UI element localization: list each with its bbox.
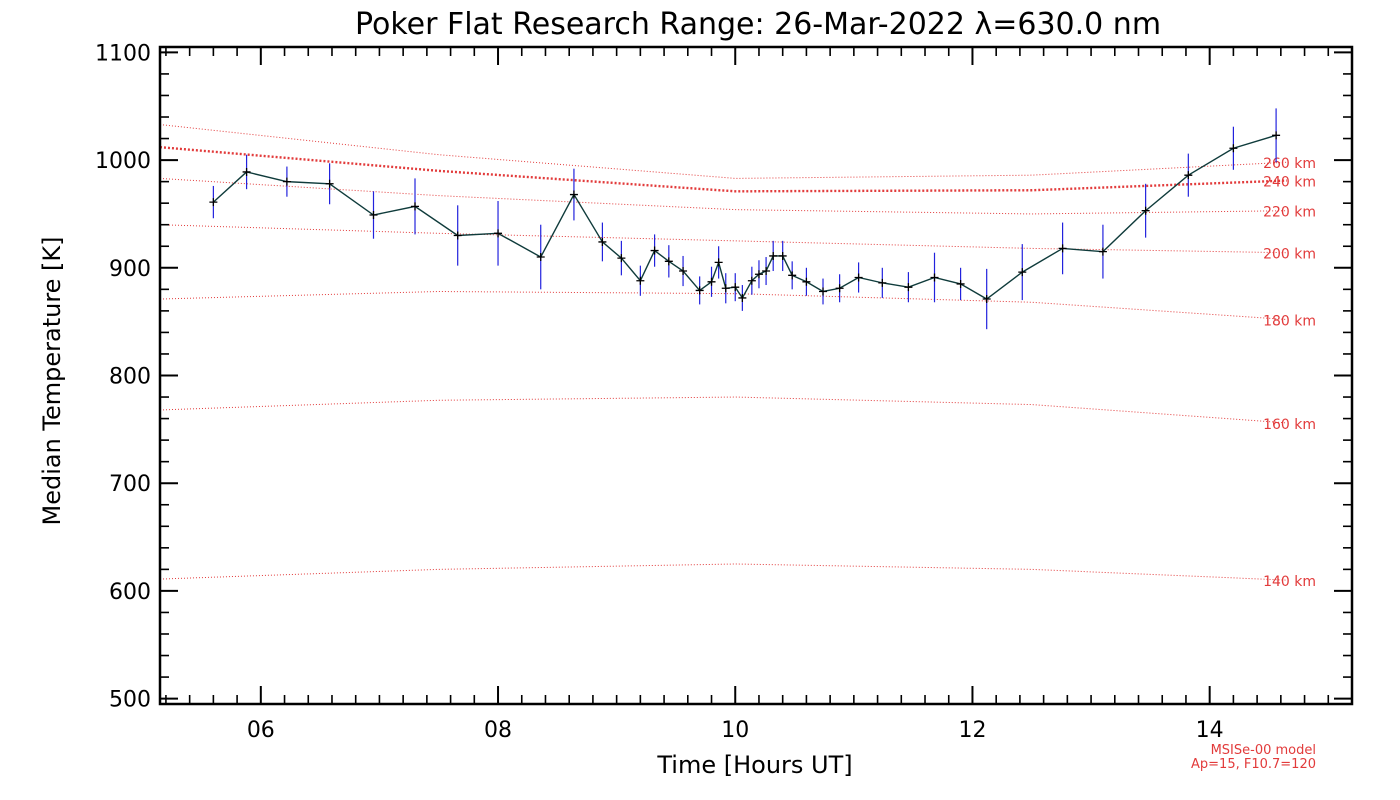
data-point (1229, 144, 1238, 153)
data-point (819, 287, 828, 296)
x-tick-label: 12 (958, 718, 986, 743)
data-point (325, 179, 334, 188)
data-point (707, 277, 716, 286)
chart-title: Poker Flat Research Range: 26-Mar-2022 λ… (355, 7, 1161, 42)
x-tick-label: 14 (1196, 718, 1224, 743)
y-tick-label: 600 (109, 580, 151, 605)
data-point (854, 273, 863, 282)
model-curve-160-km (159, 396, 1287, 424)
y-tick-label: 800 (109, 365, 151, 390)
y-tick-label: 700 (109, 472, 151, 497)
data-point (494, 229, 503, 238)
model-curve-180-km (159, 290, 1287, 320)
model-footnote-line-1: MSISe-00 model (1211, 743, 1316, 758)
x-axis-title: Time [Hours UT] (656, 751, 852, 779)
data-point (1272, 131, 1281, 140)
model-curve-220-km (159, 177, 1287, 215)
data-point (1184, 171, 1193, 180)
x-tick-label: 06 (247, 718, 275, 743)
x-tick-label: 10 (721, 718, 749, 743)
data-point (453, 231, 462, 240)
plot-frame (158, 45, 1354, 706)
data-point (982, 295, 991, 304)
y-tick-label: 500 (109, 688, 151, 713)
data-point (1141, 206, 1150, 215)
data-point (762, 267, 771, 276)
data-point (1018, 268, 1027, 277)
data-point (788, 271, 797, 280)
x-tick-label: 08 (484, 718, 512, 743)
data-point (769, 251, 778, 260)
data-point (209, 198, 218, 207)
data-point (878, 278, 887, 287)
data-point (904, 283, 913, 292)
y-tick-label: 1100 (95, 41, 151, 66)
model-curve-260-km (159, 124, 1287, 179)
data-point (731, 283, 740, 292)
model-curve-140-km (159, 563, 1287, 581)
y-tick-label: 900 (109, 257, 151, 282)
data-point (721, 284, 730, 293)
data-point (778, 251, 787, 260)
data-point (714, 258, 723, 267)
model-footnote-line-2: Ap=15, F10.7=120 (1191, 757, 1316, 772)
data-point (1098, 247, 1107, 256)
model-curve-label: 140 km (1263, 574, 1316, 590)
data-point (664, 257, 673, 266)
data-point (242, 167, 251, 176)
series-line (212, 134, 1277, 300)
model-curve-label: 180 km (1263, 313, 1316, 329)
model-curve-label: 240 km (1263, 175, 1316, 191)
model-curves: 140 km 160 km 180 km 200 km 220 km 240 km 260 … (159, 124, 1316, 590)
data-point (369, 211, 378, 220)
y-tick-label: 1000 (95, 149, 151, 174)
data-point (802, 277, 811, 286)
axes: 500 600 700 800 900 1000 1100 06 08 10 12 14 (95, 41, 1352, 743)
data-point (650, 246, 659, 255)
data-series (209, 108, 1281, 330)
data-point (617, 254, 626, 263)
data-point (636, 276, 645, 285)
model-curve-240-km (159, 145, 1287, 193)
data-point (679, 267, 688, 276)
model-curve-200-km (159, 224, 1287, 254)
model-curve-label: 260 km (1263, 156, 1316, 172)
model-curve-label: 160 km (1263, 417, 1316, 433)
model-curve-label: 220 km (1263, 205, 1316, 221)
data-point (747, 276, 756, 285)
data-point (956, 279, 965, 288)
data-point (835, 284, 844, 293)
model-curve-label: 200 km (1263, 247, 1316, 263)
data-point (695, 286, 704, 295)
data-point (930, 273, 939, 282)
data-point (598, 237, 607, 246)
data-point (282, 177, 291, 186)
data-point (754, 270, 763, 279)
data-point (738, 293, 747, 302)
data-point (569, 190, 578, 199)
data-point (411, 202, 420, 211)
y-axis-title: Median Temperature [K] (38, 236, 66, 525)
data-point (536, 253, 545, 262)
data-point (1058, 244, 1067, 253)
